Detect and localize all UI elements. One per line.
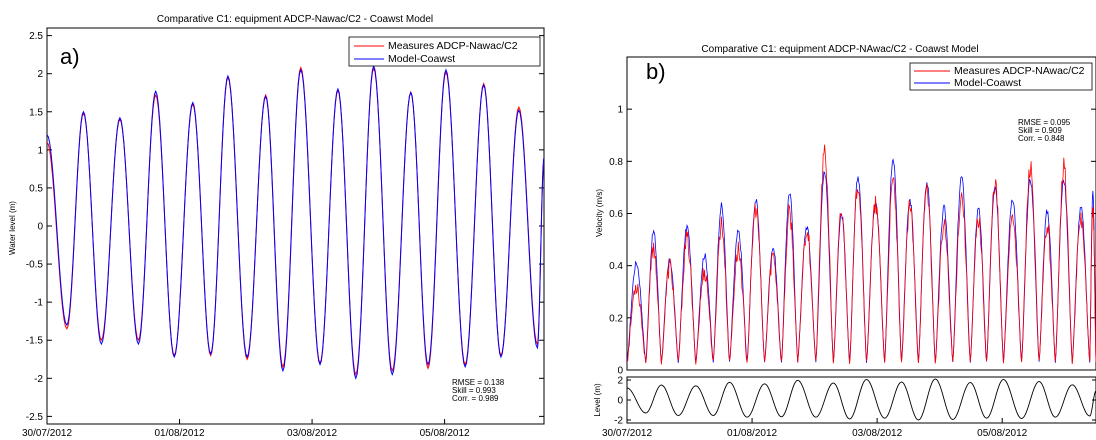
chart-c-series-level-line [627, 378, 1096, 421]
chart-b-panel-label: b) [646, 59, 666, 84]
chart-a-legend-model: Model-Coawst [388, 53, 455, 65]
chart-b-legend-model: Model-Coawst [954, 77, 1021, 89]
chart-a-stats: RMSE = 0.138 Skill = 0.993 Corr. = 0.989 [452, 378, 505, 403]
chart-a-stat-rmse: RMSE = 0.138 [452, 378, 505, 387]
chart-b-legend: Measures ADCP-NAwac/C2 Model-Coawst [909, 62, 1093, 91]
chart-b-stat-corr: Corr. = 0.848 [1018, 134, 1065, 143]
chart-b-y-tick-label: 0 [617, 366, 623, 377]
chart-a-y-tick-label: -2 [34, 374, 43, 385]
chart-b-axes-box [626, 56, 1096, 371]
chart-b-legend-measured: Measures ADCP-NAwac/C2 [954, 65, 1085, 77]
chart-b-title: Comparative C1: equipment ADCP-NAwac/C2 … [701, 44, 978, 55]
chart-c-y-axis-label: Level (m) [593, 383, 602, 417]
chart-a-y-tick-label: 1 [37, 145, 43, 156]
chart-a-x-ticks: 30/07/2012 01/08/2012 03/08/2012 05/08/2012 [22, 419, 470, 439]
chart-c-x-tick-label: 01/08/2012 [727, 428, 777, 439]
chart-c-x-tick-label: 03/08/2012 [852, 428, 902, 439]
chart-a-stat-skill: Skill = 0.993 [452, 386, 496, 395]
chart-a-legend: Measures ADCP-Nawac/C2 Model-Coawst [348, 36, 541, 67]
chart-b-y-tick-label: 0.2 [609, 313, 623, 324]
chart-c-y-tick-label: 2 [617, 376, 623, 387]
chart-a-x-tick-label: 03/08/2012 [287, 428, 337, 439]
chart-a-y-tick-label: -2.5 [26, 412, 44, 423]
chart-b-series-measured-line [627, 144, 1096, 365]
chart-a-y-tick-label: -1.5 [26, 336, 44, 347]
chart-b-y-ticks: 1 0.8 0.6 0.4 0.2 0 [609, 105, 1096, 377]
chart-a-axes-box [46, 27, 545, 425]
chart-a-panel-label: a) [60, 44, 80, 69]
chart-a-legend-measured: Measures ADCP-Nawac/C2 [388, 40, 518, 52]
chart-b-y-tick-label: 0.8 [609, 157, 623, 168]
chart-b-y-tick-label: 1 [617, 105, 623, 116]
chart-a-title: Comparative C1: equipment ADCP-Nawac/C2 … [157, 14, 433, 25]
chart-c-x-ticks: 30/07/2012 01/08/2012 03/08/2012 05/08/2012 [602, 418, 1028, 439]
chart-a-stat-corr: Corr. = 0.989 [452, 394, 499, 403]
chart-c: 2 0 -2 30/07/2012 01/08/2012 03/08/2012 05/08… [593, 376, 1096, 439]
chart-b-series-model-line [627, 158, 1096, 363]
chart-a-y-tick-label: 0.5 [29, 183, 43, 194]
chart-a-y-tick-label: -1 [34, 298, 43, 309]
chart-a-y-tick-label: 0 [37, 222, 43, 233]
chart-a-x-tick-label: 01/08/2012 [155, 428, 205, 439]
chart-a: Comparative C1: equipment ADCP-Nawac/C2 … [8, 14, 545, 439]
chart-c-x-tick-label: 05/08/2012 [977, 428, 1027, 439]
chart-c-y-ticks: 2 0 -2 [614, 376, 1096, 427]
chart-b-y-tick-label: 0.6 [609, 209, 623, 220]
chart-a-x-tick-label: 30/07/2012 [22, 428, 72, 439]
chart-a-y-tick-label: -0.5 [26, 260, 44, 271]
chart-b-stats: RMSE = 0.095 Skill = 0.909 Corr. = 0.848 [1018, 118, 1071, 143]
chart-c-x-tick-label: 30/07/2012 [602, 428, 652, 439]
chart-c-y-tick-label: -2 [614, 416, 623, 427]
chart-a-x-tick-label: 05/08/2012 [420, 428, 470, 439]
chart-a-legend-box [348, 36, 541, 67]
chart-a-y-tick-label: 2 [37, 69, 43, 80]
chart-b-y-tick-label: 0.4 [609, 261, 623, 272]
chart-a-y-axis-label: Water level (m) [8, 201, 17, 255]
chart-a-y-tick-label: 1.5 [29, 107, 43, 118]
chart-b-y-axis-label: Velocity (m/s) [595, 189, 604, 237]
chart-b-stat-rmse: RMSE = 0.095 [1018, 118, 1071, 127]
chart-a-y-ticks: 2.5 2 1.5 1 0.5 0 -0.5 -1 -1.5 -2 -2.5 [26, 31, 544, 423]
chart-c-axes-box [626, 376, 1096, 424]
chart-b: Comparative C1: equipment ADCP-NAwac/C2 … [595, 44, 1096, 377]
chart-a-y-tick-label: 2.5 [29, 31, 43, 42]
chart-b-stat-skill: Skill = 0.909 [1018, 126, 1062, 135]
chart-a-series-model-line [47, 64, 544, 380]
chart-c-y-tick-label: 0 [617, 396, 623, 407]
chart-b-legend-box [909, 62, 1093, 91]
